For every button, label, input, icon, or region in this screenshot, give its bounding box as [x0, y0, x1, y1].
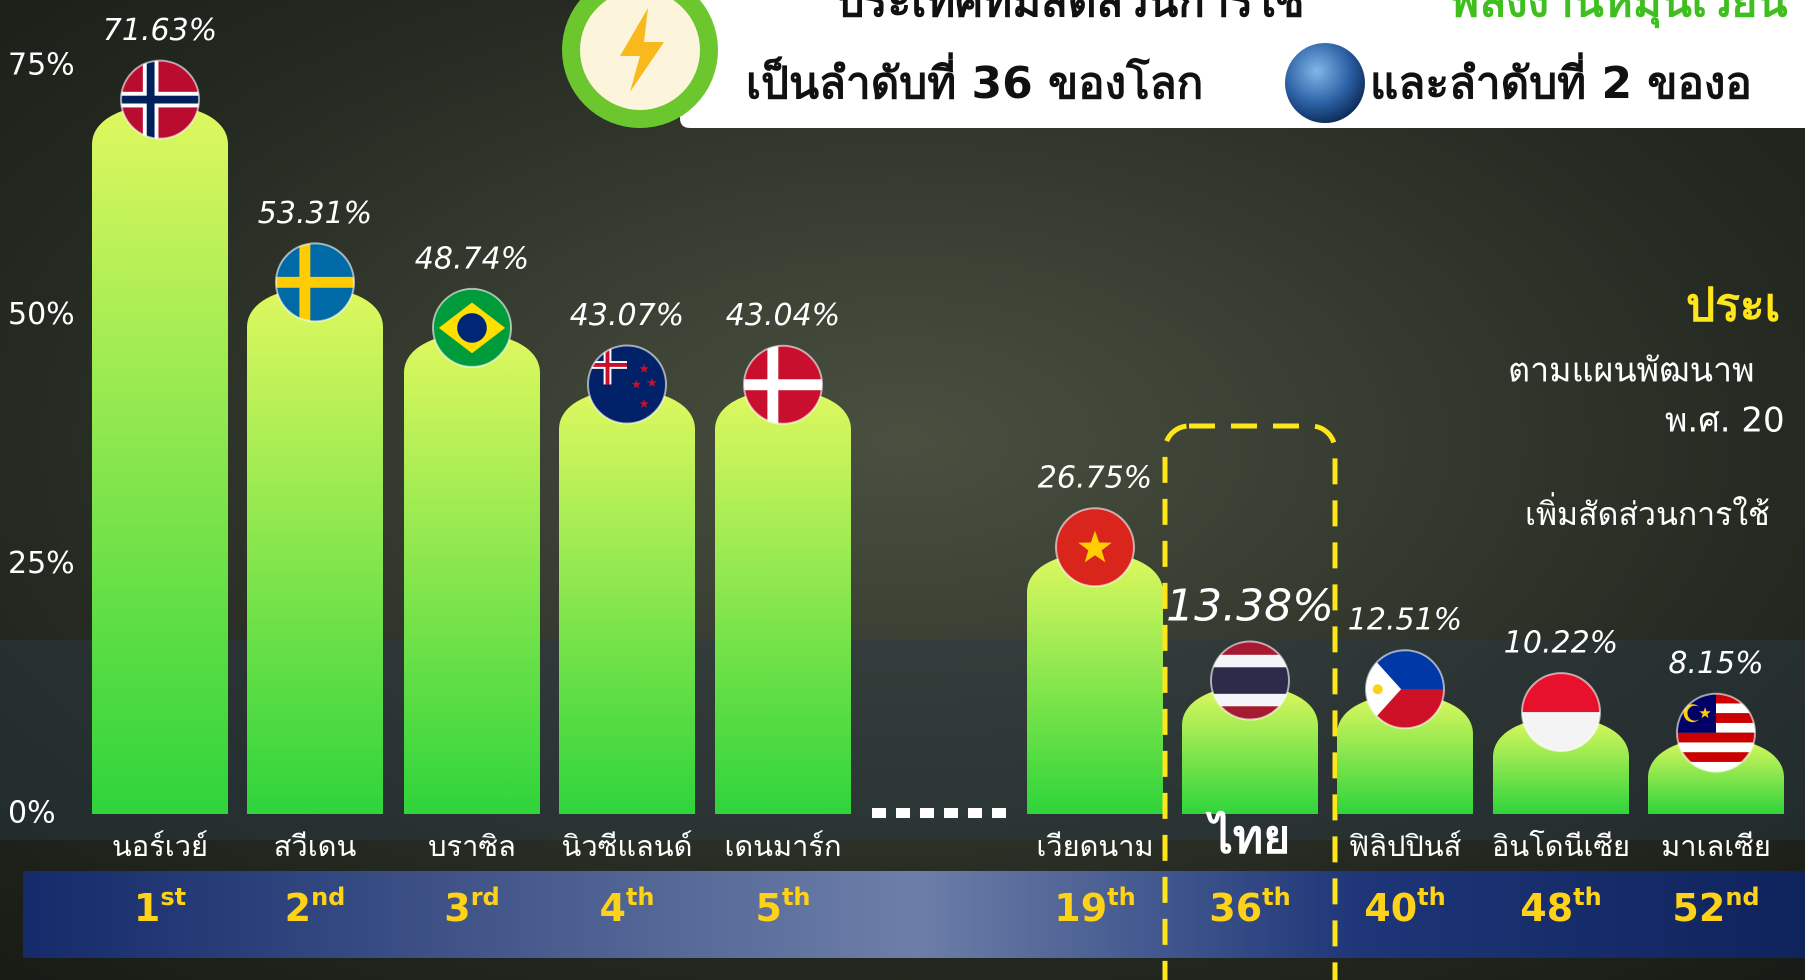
category-label: มาเลเซีย — [1661, 829, 1771, 863]
category-label: ฟิลิปปินส์ — [1349, 829, 1462, 863]
value-label: 8.15% — [1668, 646, 1763, 681]
y-tick-label: 75% — [8, 48, 75, 83]
rank-number: 36 — [1209, 886, 1262, 930]
rank-suffix: st — [160, 883, 186, 911]
y-tick-label: 25% — [8, 546, 75, 581]
rank-suffix: th — [782, 883, 811, 911]
title: ประเทศที่มีสัดส่วนการใช้ — [836, 0, 1305, 27]
y-tick-label: 50% — [8, 297, 75, 332]
rank-number: 3 — [444, 886, 470, 930]
flag-part — [121, 96, 199, 104]
rank-number: 19 — [1054, 886, 1107, 930]
rank-suffix: th — [626, 883, 655, 911]
flag-part — [1677, 733, 1755, 743]
category-label: สวีเดน — [274, 829, 357, 863]
value-label: 43.07% — [570, 298, 684, 333]
value-label: 53.31% — [258, 196, 372, 231]
category-label: นิวซีแลนด์ — [562, 829, 693, 863]
category-label: บราซิล — [428, 829, 516, 863]
value-label: 26.75% — [1038, 461, 1152, 496]
category-label: ไทย — [1205, 810, 1290, 864]
rank-number: 5 — [755, 886, 781, 930]
bar — [92, 105, 228, 814]
value-label: 48.74% — [415, 241, 529, 276]
rank-suffix: th — [1107, 883, 1136, 911]
subtitle: เป็นลำดับที่ 36 ของโลก — [746, 52, 1203, 109]
rank-number: 1 — [134, 886, 160, 930]
bar — [715, 390, 851, 814]
side-heading: ประเ — [1686, 278, 1780, 332]
category-label: เวียดนาม — [1036, 829, 1153, 863]
value-label: 43.04% — [726, 298, 840, 333]
side-line: พ.ศ. 20 — [1665, 401, 1785, 441]
rank-suffix: th — [1573, 883, 1602, 911]
rank-number: 4 — [599, 886, 625, 930]
chart: ประเทศที่มีสัดส่วนการใช้ พลังงานหมุนเวีย… — [0, 0, 1805, 980]
side-line: เพิ่มสัดส่วนการใช้ — [1525, 492, 1770, 533]
side-line: ตามแผนพัฒนาพ — [1508, 351, 1755, 391]
category-label: เดนมาร์ก — [724, 829, 841, 863]
page: {"chart_data": { "type": "bar", "title":… — [0, 0, 1805, 980]
rank-suffix: rd — [471, 883, 500, 911]
subtitle-2: และลำดับที่ 2 ของอ — [1370, 52, 1752, 109]
value-label: 71.63% — [103, 13, 217, 48]
flag-part — [1373, 684, 1383, 694]
bar — [1027, 552, 1163, 814]
flag-part — [1211, 667, 1289, 694]
earth-icon — [1285, 43, 1365, 123]
bar — [404, 333, 540, 814]
rank-number: 48 — [1520, 886, 1573, 930]
flag-part — [457, 313, 487, 343]
category-label: นอร์เวย์ — [112, 829, 208, 863]
value-label: 13.38% — [1166, 581, 1334, 632]
flag-part — [276, 277, 354, 288]
flag-part — [744, 379, 822, 390]
bar — [247, 288, 383, 814]
flag-part — [1687, 706, 1702, 721]
bar — [559, 390, 695, 814]
rank-number: 40 — [1364, 886, 1417, 930]
rank-suffix: th — [1417, 883, 1446, 911]
flag-part — [1677, 742, 1755, 752]
rank-suffix: nd — [1725, 883, 1759, 911]
category-label: อินโดนีเซีย — [1492, 829, 1630, 863]
rank-number: 52 — [1672, 886, 1725, 930]
value-label: 12.51% — [1348, 603, 1462, 638]
rank-suffix: th — [1262, 883, 1291, 911]
rank-suffix: nd — [311, 883, 345, 911]
value-label: 10.22% — [1504, 626, 1618, 661]
title-highlight: พลังงานหมุนเวียน — [1450, 0, 1787, 29]
rank-number: 2 — [285, 886, 311, 930]
y-tick-label: 0% — [8, 796, 56, 831]
